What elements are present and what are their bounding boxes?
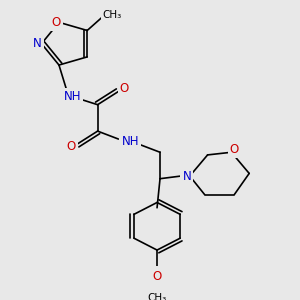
Text: O: O — [51, 16, 61, 29]
Text: NH: NH — [64, 90, 81, 103]
Text: N: N — [33, 37, 41, 50]
Text: CH₃: CH₃ — [147, 292, 167, 300]
Text: O: O — [152, 270, 162, 283]
Text: N: N — [182, 169, 191, 183]
Text: CH₃: CH₃ — [103, 10, 122, 20]
Text: O: O — [120, 82, 129, 95]
Text: O: O — [230, 143, 239, 156]
Text: O: O — [66, 140, 76, 154]
Text: NH: NH — [122, 135, 139, 148]
